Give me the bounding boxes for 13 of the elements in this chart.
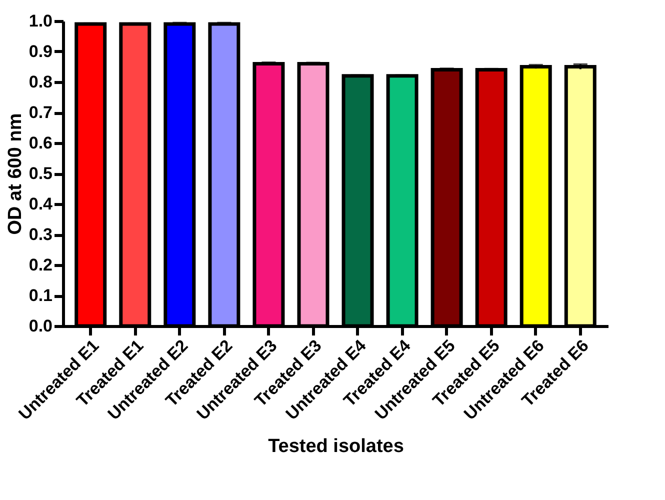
- y-tick-label: 0.5: [28, 164, 52, 183]
- y-tick-label: 0.4: [28, 194, 54, 214]
- y-axis-title: OD at 600 nm: [4, 113, 26, 235]
- y-tick-label: 0.6: [28, 134, 52, 152]
- x-axis-title: Tested isolates: [268, 436, 404, 457]
- y-tick-label: 0.3: [28, 225, 52, 244]
- y-tick-label: 0.9: [28, 42, 52, 61]
- y-tick-label: 0.0: [28, 316, 52, 336]
- y-tick-label: 0.7: [28, 103, 52, 122]
- y-tick-label: 0.1: [28, 286, 52, 305]
- y-tick-label: 1.0: [28, 12, 52, 30]
- y-tick-label: 0.2: [28, 256, 52, 274]
- y-tick-label: 0.8: [28, 72, 52, 92]
